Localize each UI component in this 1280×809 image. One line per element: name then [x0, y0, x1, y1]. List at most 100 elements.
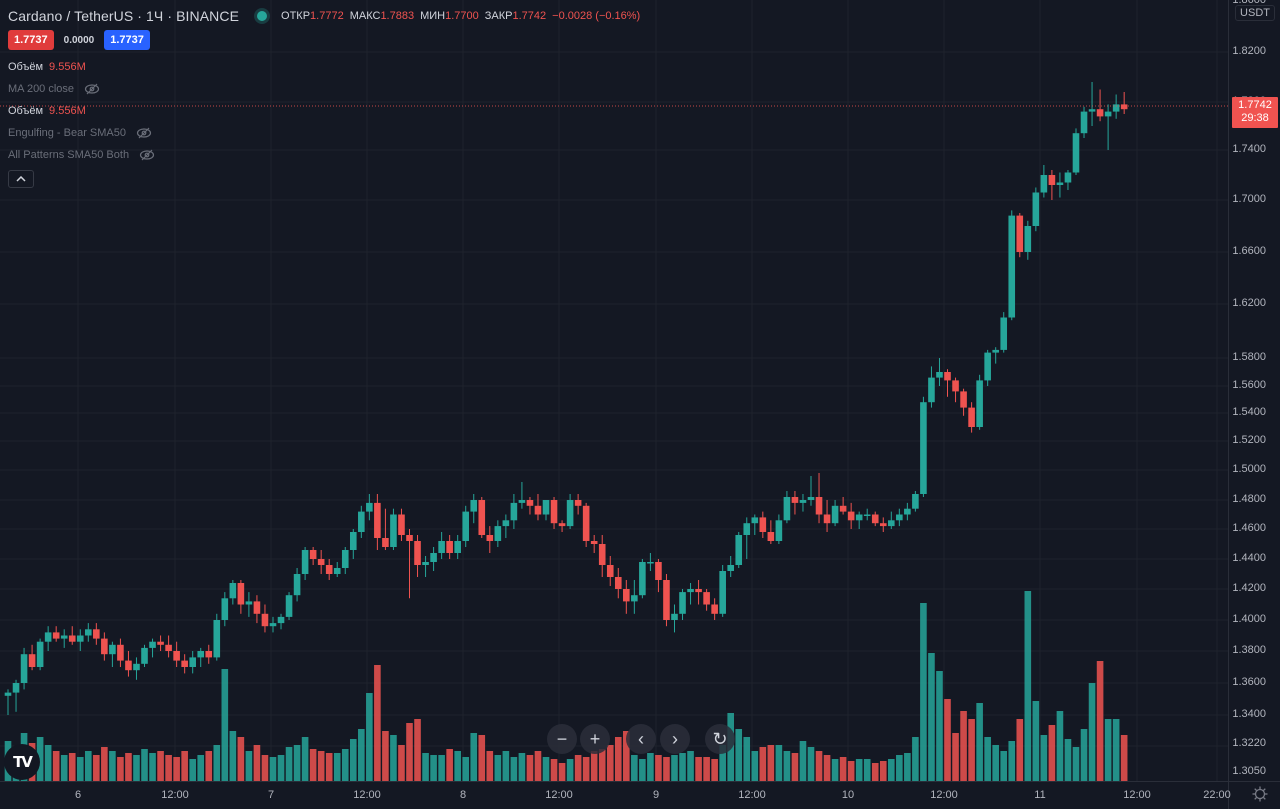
- volume-bar: [687, 751, 694, 781]
- candle-body: [904, 508, 911, 515]
- candle-body: [574, 500, 582, 506]
- price-tick-label: 1.3220: [1232, 737, 1266, 749]
- time-tick-label: 7: [267, 789, 275, 801]
- candle-body: [390, 514, 397, 547]
- candle-body: [928, 377, 935, 403]
- price-tick-label: 1.7000: [1232, 193, 1266, 205]
- candle-body: [839, 505, 847, 512]
- candle-body: [831, 505, 839, 524]
- candle-body: [582, 505, 590, 541]
- indicator-engulfing-bear[interactable]: Engulfing - Bear SMA50: [8, 122, 640, 144]
- eye-off-icon[interactable]: [84, 83, 100, 95]
- indicator-name: Объём: [8, 105, 44, 117]
- candle-body: [663, 580, 670, 620]
- volume-bar: [703, 757, 710, 781]
- candle-body: [374, 502, 381, 538]
- price-tick-label: 1.4000: [1232, 613, 1266, 625]
- candle-body: [20, 654, 28, 683]
- collapse-legend-button[interactable]: [8, 170, 34, 188]
- buy-button[interactable]: 1.7737: [104, 30, 150, 50]
- candle-body: [655, 562, 662, 580]
- price-tick-label: 1.6200: [1232, 297, 1266, 309]
- indicator-ma200[interactable]: MA 200 close: [8, 78, 640, 100]
- volume-bar: [534, 751, 542, 781]
- volume-bar: [398, 745, 405, 781]
- candle-body: [1056, 182, 1064, 185]
- scroll-right-button[interactable]: ›: [660, 724, 690, 754]
- price-tick-label: 1.5800: [1232, 351, 1266, 363]
- scroll-left-button[interactable]: ‹: [626, 724, 656, 754]
- volume-bar: [928, 653, 935, 781]
- candle-body: [1008, 215, 1016, 318]
- time-tick-label: 12:00: [545, 789, 573, 801]
- candle-body: [237, 583, 245, 605]
- volume-bar: [888, 759, 895, 781]
- sell-button[interactable]: 1.7737: [8, 30, 54, 50]
- symbol-title[interactable]: Cardano / TetherUS · 1Ч · BINANCE: [8, 8, 240, 24]
- volume-bar: [406, 723, 413, 781]
- volume-bar: [847, 761, 855, 781]
- candle-body: [36, 641, 44, 667]
- zoom-in-button[interactable]: +: [580, 724, 610, 754]
- candle-body: [478, 500, 486, 535]
- indicator-volume-1[interactable]: Объём 9.556M: [8, 56, 640, 78]
- candle-body: [438, 541, 445, 553]
- candle-body: [494, 526, 502, 541]
- candle-body: [358, 511, 365, 532]
- reset-chart-button[interactable]: ↻: [705, 724, 735, 754]
- candle-body: [446, 541, 453, 553]
- ohlc-values: ОТКР1.7772 МАКС1.7883 МИН1.7700 ЗАКР1.77…: [281, 10, 640, 22]
- candle-body: [341, 550, 349, 568]
- volume-bar: [912, 737, 919, 781]
- candle-body: [912, 494, 919, 509]
- candle-body: [205, 651, 213, 658]
- candle-body: [1016, 215, 1024, 252]
- volume-bar: [366, 693, 373, 781]
- volume-bar: [647, 753, 654, 781]
- gear-icon[interactable]: [1252, 786, 1268, 802]
- volume-bar: [101, 747, 108, 781]
- price-tick-label: 1.6600: [1232, 245, 1266, 257]
- currency-badge[interactable]: USDT: [1235, 5, 1275, 21]
- indicator-volume-2[interactable]: Объём 9.556M: [8, 100, 640, 122]
- volume-bar: [1048, 725, 1056, 781]
- candle-body: [261, 613, 269, 627]
- eye-off-icon[interactable]: [136, 127, 152, 139]
- candle-body: [85, 629, 92, 636]
- candle-body: [1088, 109, 1096, 112]
- volume-bar: [1104, 719, 1112, 781]
- volume-bar: [1096, 661, 1104, 781]
- volume-bar: [606, 745, 614, 781]
- volume-bar: [109, 751, 116, 781]
- market-status-icon: [257, 11, 268, 21]
- eye-off-icon[interactable]: [139, 149, 155, 161]
- indicator-all-patterns[interactable]: All Patterns SMA50 Both: [8, 144, 640, 166]
- volume-bar: [984, 737, 991, 781]
- volume-bar: [992, 745, 999, 781]
- indicator-value: 9.556M: [49, 105, 86, 117]
- volume-bar: [759, 747, 767, 781]
- candle-body: [984, 352, 991, 381]
- ohlc-low-value: 1.7700: [445, 10, 479, 22]
- candle-body: [349, 532, 357, 550]
- candle-body: [639, 562, 646, 596]
- zoom-out-button[interactable]: −: [547, 724, 577, 754]
- time-tick-label: 12:00: [161, 789, 189, 801]
- candle-body: [277, 616, 285, 624]
- volume-bar: [1040, 735, 1048, 781]
- candle-body: [125, 660, 132, 671]
- volume-bar: [1064, 739, 1072, 781]
- price-tick-label: 1.3050: [1232, 765, 1266, 777]
- chevron-up-icon: [16, 176, 26, 182]
- candle-body: [558, 523, 566, 527]
- candle-body: [590, 541, 598, 544]
- candle-body: [253, 601, 261, 614]
- tradingview-logo[interactable]: TV: [4, 744, 40, 780]
- candle-body: [422, 562, 429, 565]
- time-tick-label: 10: [841, 789, 855, 801]
- volume-bar: [735, 729, 743, 781]
- volume-bar: [374, 665, 381, 781]
- volume-bar: [614, 737, 622, 781]
